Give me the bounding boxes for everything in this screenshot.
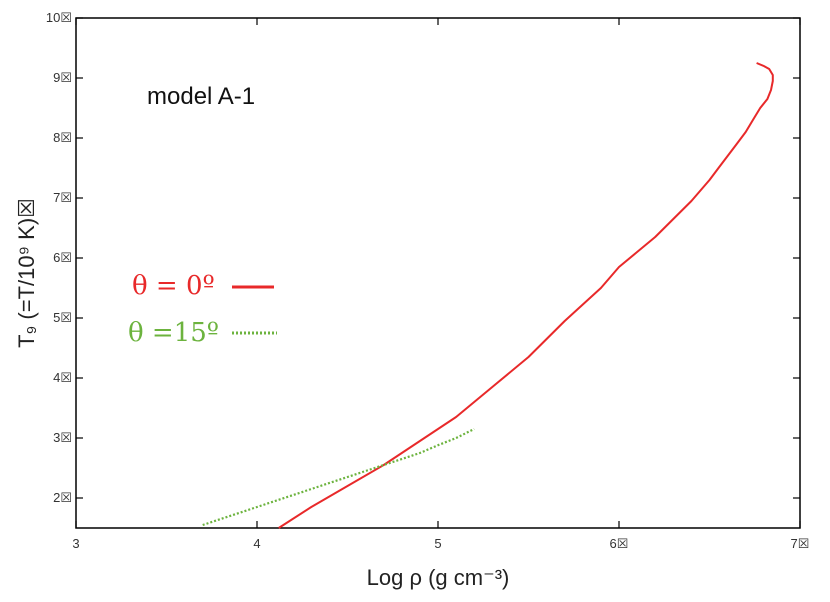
x-tick-label-2: 5 <box>434 536 441 551</box>
axis-tick-labels: 3 4 5 6☒ 7☒ 2☒ 3☒ 4☒ 5☒ 6☒ 7☒ 8☒ 9☒ 10☒ <box>46 10 810 551</box>
legend-entry-1-label: θ =15º <box>128 318 219 348</box>
y-tick-label-3: 5☒ <box>53 310 72 325</box>
y-tick-label-1: 3☒ <box>53 430 72 445</box>
axis-ticks <box>75 17 801 528</box>
y-tick-label-8: 10☒ <box>46 10 72 25</box>
series-line-1 <box>202 428 475 527</box>
legend-entry-0-label: θ = 0º <box>132 271 215 301</box>
y-tick-label-2: 4☒ <box>53 370 72 385</box>
y-tick-label-0: 2☒ <box>53 490 72 505</box>
series-lines <box>202 62 774 529</box>
x-tick-label-1: 4 <box>253 536 260 551</box>
y-tick-label-6: 8☒ <box>53 130 72 145</box>
x-tick-label-4: 7☒ <box>791 536 810 551</box>
y-tick-label-5: 7☒ <box>53 190 72 205</box>
model-annotation: model A-1 <box>147 83 255 110</box>
series-line-0 <box>278 62 774 529</box>
y-tick-label-4: 6☒ <box>53 250 72 265</box>
y-axis-title: T₉ (=T/10⁹ K)☒ <box>14 198 39 348</box>
x-tick-label-0: 3 <box>72 536 79 551</box>
x-tick-label-3: 6☒ <box>610 536 629 551</box>
legend: θ = 0º θ =15º <box>128 271 277 348</box>
y-tick-label-7: 9☒ <box>53 70 72 85</box>
x-axis-title: Log ρ (g cm⁻³) <box>367 565 510 590</box>
